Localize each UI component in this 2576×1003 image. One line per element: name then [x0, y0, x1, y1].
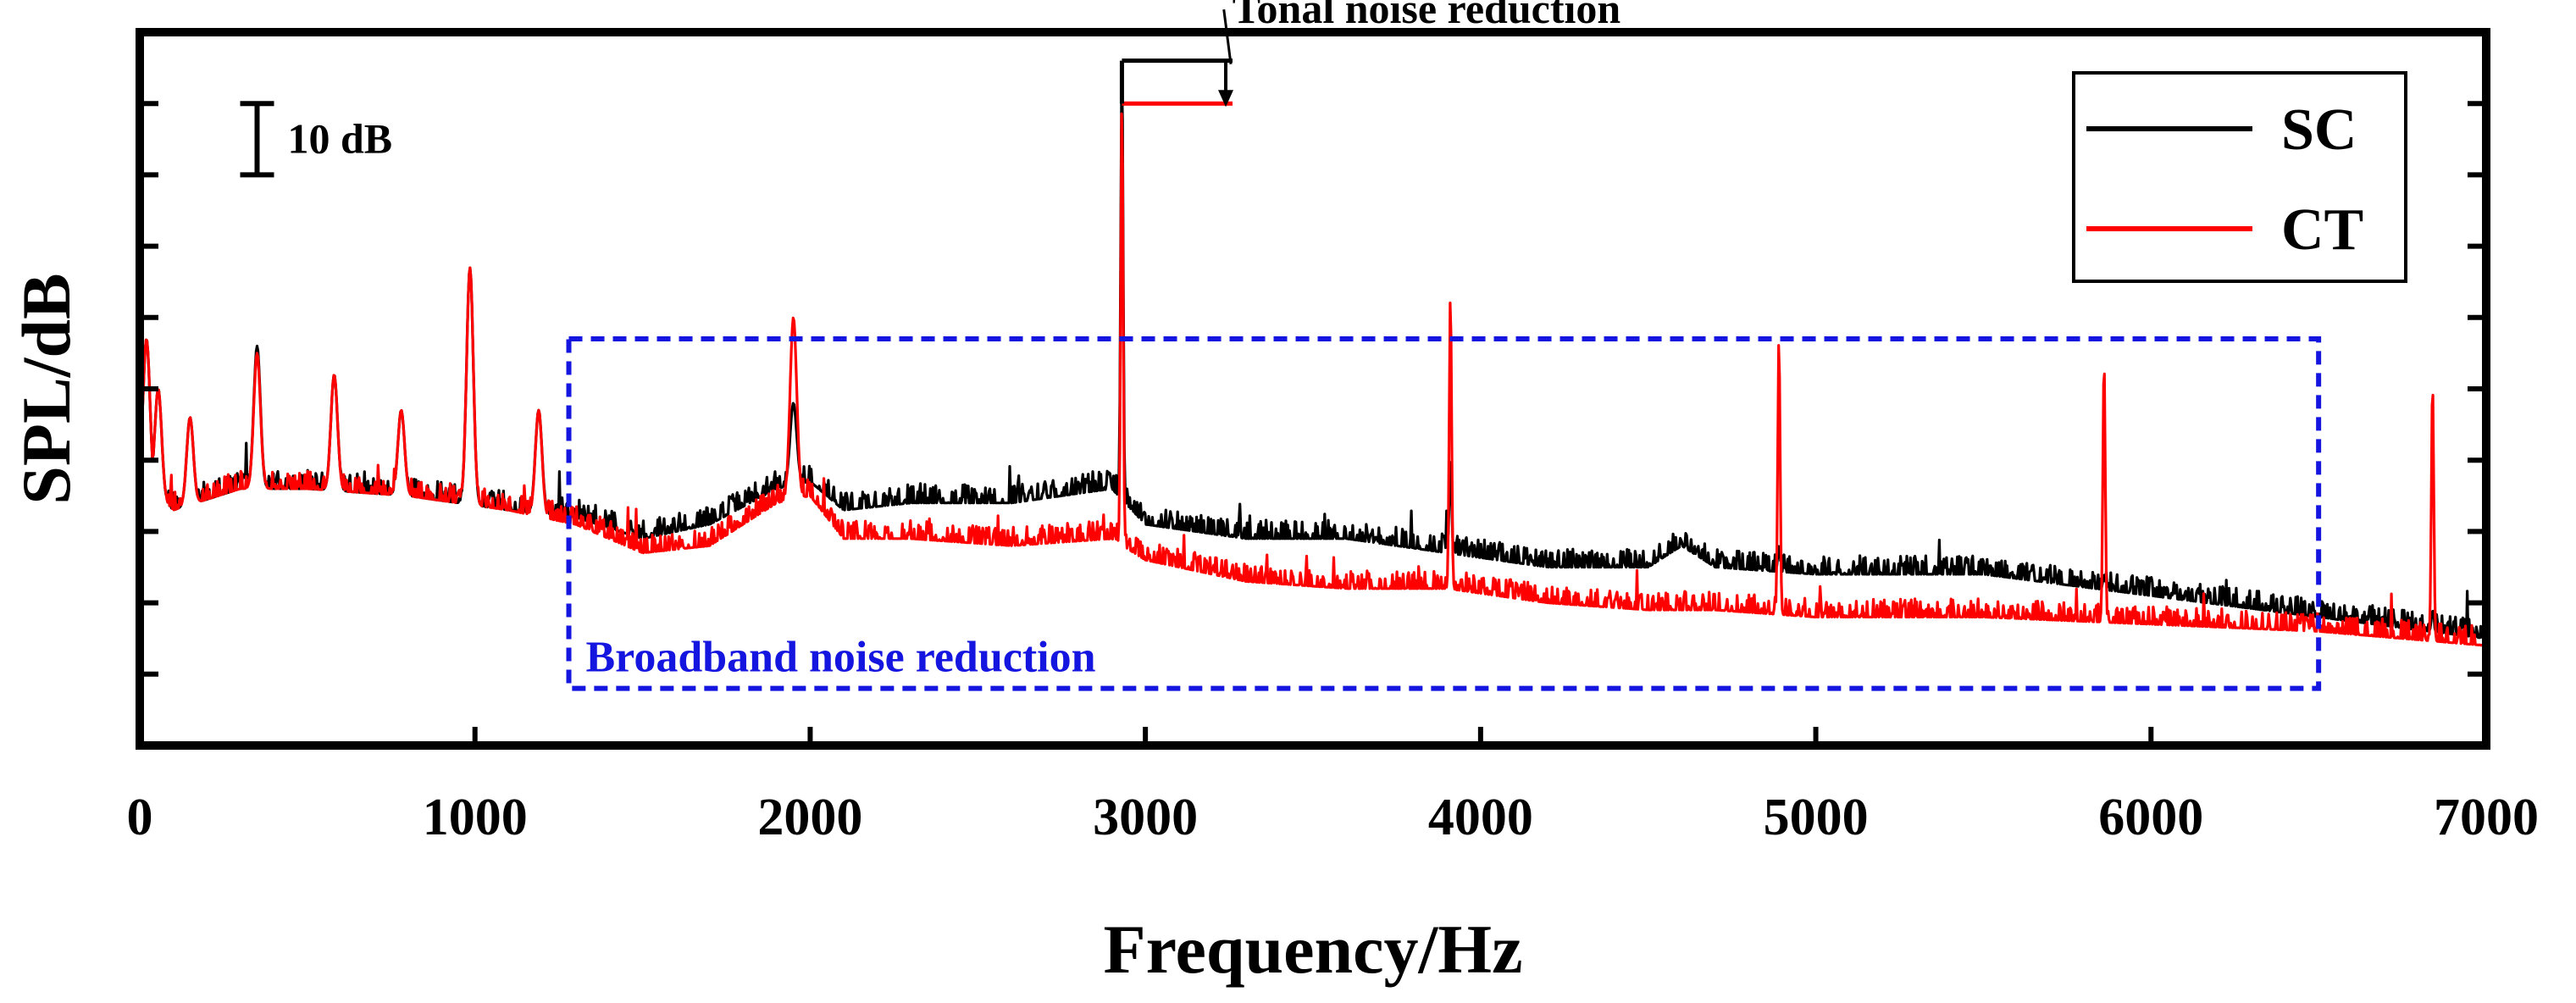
y-axis-title: SPL/dB	[8, 273, 85, 504]
series-line-ct	[138, 112, 2487, 647]
x-tick-label-1000: 1000	[423, 789, 528, 846]
broadband-reduction-box	[566, 336, 2322, 691]
x-tick-label-7000: 7000	[2434, 789, 2539, 846]
scale-bar-label: 10 dB	[288, 114, 393, 162]
x-tick-label-6000: 6000	[2098, 789, 2203, 846]
x-tick-label-2000: 2000	[757, 789, 862, 846]
tonal-leader-line	[1222, 8, 1233, 64]
tonal-reduction-label: Tonal noise reduction	[1233, 0, 1621, 32]
tonal-reduction-annotation: Tonal noise reduction	[1119, 0, 1621, 108]
legend: SC CT	[2072, 71, 2407, 283]
scale-bar-10db: 10 dB	[240, 101, 393, 178]
x-tick-label-5000: 5000	[1764, 789, 1869, 846]
x-tick-label-0: 0	[127, 789, 153, 846]
legend-label-sc: SC	[2281, 97, 2357, 163]
x-axis-title: Frequency/Hz	[1104, 911, 1523, 988]
x-tick-labels: 0 1000 2000 3000 4000 5000 6000 7000	[127, 789, 2540, 846]
axis-ticks	[137, 101, 2489, 745]
trace-layer	[138, 69, 2488, 647]
x-tick-label-4000: 4000	[1428, 789, 1533, 846]
broadband-reduction-label: Broadband noise reduction	[586, 634, 1096, 682]
tonal-reduction-arrowhead	[1218, 90, 1234, 108]
x-tick-label-3000: 3000	[1093, 789, 1198, 846]
legend-box	[2072, 71, 2407, 283]
legend-label-ct: CT	[2281, 197, 2363, 263]
